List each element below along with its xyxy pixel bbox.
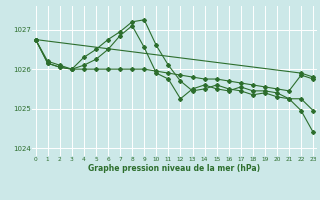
X-axis label: Graphe pression niveau de la mer (hPa): Graphe pression niveau de la mer (hPa) [88, 164, 260, 173]
